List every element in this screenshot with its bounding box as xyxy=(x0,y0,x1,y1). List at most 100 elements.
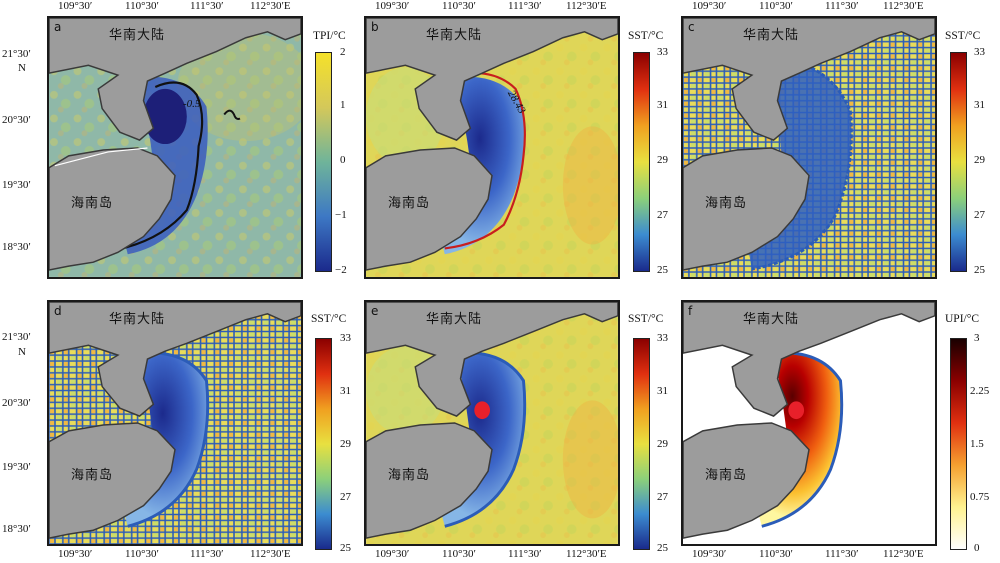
panel-letter: d xyxy=(54,304,62,318)
mainland-label: 华南大陆 xyxy=(743,312,800,327)
colorbar-tick: 25 xyxy=(657,542,668,554)
colorbar-tick: 0 xyxy=(340,154,346,166)
panel-letter: a xyxy=(54,20,62,34)
panel-d-map xyxy=(49,302,301,544)
lon-tick: 109°30′ xyxy=(375,548,410,560)
upwelling-center-marker xyxy=(474,401,491,420)
colorbar-tick: −2 xyxy=(335,264,347,276)
lon-tick: 110°30′ xyxy=(125,0,159,12)
mainland-label: 华南大陆 xyxy=(426,28,483,43)
lat-tick: 20°30′ xyxy=(2,397,31,409)
lon-tick: 109°30′ xyxy=(375,0,410,12)
colorbar-title: TPI/°C xyxy=(313,30,346,42)
colorbar-tick: 27 xyxy=(340,491,351,503)
colorbar-tick: 1.5 xyxy=(970,438,984,450)
lon-tick: 111°30′ xyxy=(508,548,542,560)
lon-tick: 112°30′E xyxy=(883,548,924,560)
contour-label: -0.5 xyxy=(183,98,201,110)
colorbar-tick: 25 xyxy=(974,264,985,276)
colorbar-tick: 0 xyxy=(974,542,980,554)
colorbar-tick: 3 xyxy=(974,332,980,344)
colorbar-e xyxy=(633,338,650,550)
lon-tick: 112°30′E xyxy=(566,548,607,560)
lon-tick: 109°30′ xyxy=(692,548,727,560)
lon-tick: 109°30′ xyxy=(692,0,727,12)
colorbar-tick: 31 xyxy=(974,99,985,111)
panel-a-map xyxy=(49,18,301,277)
lon-tick: 109°30′ xyxy=(58,0,93,12)
island-label: 海南岛 xyxy=(388,468,431,483)
island-label: 海南岛 xyxy=(388,196,431,211)
upwelling-center-marker xyxy=(788,401,805,420)
colorbar-tick: 27 xyxy=(657,491,668,503)
colorbar-tick: −1 xyxy=(335,209,347,221)
colorbar-tick: 33 xyxy=(657,332,668,344)
island-label: 海南岛 xyxy=(71,196,114,211)
lon-tick: 110°30′ xyxy=(759,0,793,12)
colorbar-c xyxy=(950,52,967,272)
colorbar-title: SST/°C xyxy=(311,313,347,325)
island-label: 海南岛 xyxy=(705,468,748,483)
panel-letter: b xyxy=(371,20,379,34)
colorbar-tick: 31 xyxy=(657,99,668,111)
colorbar-title: SST/°C xyxy=(628,30,664,42)
colorbar-f xyxy=(950,338,967,550)
panel-c: c 华南大陆 海南岛 xyxy=(681,16,937,279)
lon-tick: 112°30′E xyxy=(250,0,291,12)
lon-tick: 110°30′ xyxy=(759,548,793,560)
lon-tick: 111°30′ xyxy=(190,548,224,560)
panel-f-map xyxy=(683,302,935,544)
panel-b-map xyxy=(366,18,618,277)
lon-tick: 110°30′ xyxy=(442,548,476,560)
colorbar-tick: 25 xyxy=(340,542,351,554)
lat-unit: N xyxy=(18,62,26,74)
colorbar-b xyxy=(633,52,650,272)
lat-tick: 19°30′ xyxy=(2,461,31,473)
lat-unit: N xyxy=(18,346,26,358)
lat-tick: 19°30′ xyxy=(2,179,31,191)
colorbar-tick: 25 xyxy=(657,264,668,276)
lon-tick: 111°30′ xyxy=(508,0,542,12)
colorbar-tick: 27 xyxy=(657,209,668,221)
colorbar-tick: 29 xyxy=(657,438,668,450)
colorbar-tick: 27 xyxy=(974,209,985,221)
island-label: 海南岛 xyxy=(71,468,114,483)
colorbar-tick: 1 xyxy=(340,99,346,111)
panel-letter: f xyxy=(688,304,693,318)
lat-tick: 18°30′ xyxy=(2,523,31,535)
lon-tick: 110°30′ xyxy=(442,0,476,12)
lat-tick: 20°30′ xyxy=(2,114,31,126)
colorbar-tick: 33 xyxy=(340,332,351,344)
colorbar-tick: 29 xyxy=(974,154,985,166)
colorbar-tick: 33 xyxy=(657,46,668,58)
colorbar-title: SST/°C xyxy=(628,313,664,325)
colorbar-title: SST/°C xyxy=(945,30,981,42)
lon-tick: 110°30′ xyxy=(125,548,159,560)
mainland-label: 华南大陆 xyxy=(426,312,483,327)
lon-tick: 112°30′E xyxy=(250,548,291,560)
colorbar-tick: 2 xyxy=(340,46,346,58)
colorbar-d xyxy=(315,338,332,550)
panel-b: b 华南大陆 海南岛 28.43 xyxy=(364,16,620,279)
panel-e: e 华南大陆 海南岛 xyxy=(364,300,620,546)
panel-f: f 华南大陆 海南岛 xyxy=(681,300,937,546)
panel-letter: e xyxy=(371,304,379,318)
panel-e-map xyxy=(366,302,618,544)
lon-tick: 112°30′E xyxy=(566,0,607,12)
colorbar-tick: 2.25 xyxy=(970,385,990,397)
lat-tick: 18°30′ xyxy=(2,241,31,253)
colorbar-tick: 31 xyxy=(340,385,351,397)
colorbar-title: UPI/°C xyxy=(945,313,979,325)
panel-a: a 华南大陆 海南岛 -0.5 xyxy=(47,16,303,279)
lon-tick: 112°30′E xyxy=(883,0,924,12)
lat-tick: 21°30′ xyxy=(2,48,31,60)
panel-c-map xyxy=(683,18,935,277)
colorbar-a xyxy=(315,52,332,272)
island-label: 海南岛 xyxy=(705,196,748,211)
colorbar-tick: 29 xyxy=(657,154,668,166)
colorbar-tick: 31 xyxy=(657,385,668,397)
lon-tick: 111°30′ xyxy=(190,0,224,12)
colorbar-tick: 0.75 xyxy=(970,491,990,503)
mainland-label: 华南大陆 xyxy=(109,28,166,43)
lon-tick: 109°30′ xyxy=(58,548,93,560)
